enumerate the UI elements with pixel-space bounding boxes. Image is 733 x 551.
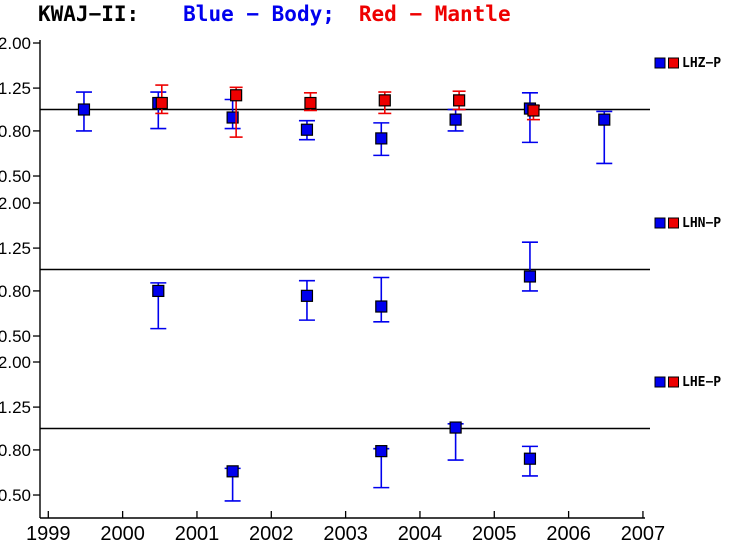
x-tick-label: 2007 [621,523,666,545]
legend-swatch-body [654,217,666,229]
data-point-body [300,123,314,136]
panel-legend-label: LHN−P [682,216,721,231]
x-tick-label: 2002 [249,523,294,545]
data-point-body [77,103,91,116]
y-tick-label: 0.80 [0,441,31,460]
y-tick-label: 0.80 [0,122,31,141]
chart-title: KWAJ−II: Blue − Body; Red − Mantle [38,1,511,27]
data-point-mantle [304,96,317,110]
x-tick-label: 2003 [323,523,368,545]
data-point-body [598,113,611,126]
data-point-body [523,452,537,465]
y-tick-label: 1.25 [0,398,31,417]
data-point-body [375,445,388,458]
legend-swatch-mantle [668,57,679,69]
data-point-body [300,289,314,302]
x-tick-label: 1999 [26,523,71,545]
data-point-body [152,284,165,298]
data-point-body [226,465,239,478]
data-point-mantle [527,104,540,117]
title-station: KWAJ−II: [38,2,140,26]
y-tick-label: 1.25 [0,239,31,258]
panel-legend-label: LHZ−P [682,56,721,71]
y-tick-label: 2.00 [0,34,31,53]
data-point-body [449,421,462,434]
legend-swatch-mantle [668,217,679,229]
data-point-mantle [378,94,391,107]
x-tick-label: 2000 [100,523,145,545]
legend-swatch-body [654,376,666,388]
data-point-body [226,111,239,124]
data-point-mantle [453,94,466,107]
y-tick-label: 2.00 [0,194,31,213]
data-point-mantle [155,96,168,110]
panel-legend-label: LHE−P [682,375,721,390]
y-tick-label: 0.80 [0,282,31,301]
x-tick-label: 2001 [175,523,220,545]
x-tick-label: 2006 [546,523,591,545]
data-point-body [523,270,537,283]
title-blue-legend: Blue − Body; [183,2,335,26]
y-tick-label: 2.00 [0,353,31,372]
data-point-body [375,300,388,313]
y-tick-label: 0.50 [0,327,31,346]
data-point-mantle [230,89,243,102]
y-tick-label: 1.25 [0,79,31,98]
legend-swatch-body [654,57,666,69]
x-tick-label: 2004 [398,523,443,545]
title-red-legend: Red − Mantle [358,2,511,26]
y-tick-label: 0.50 [0,486,31,505]
y-tick-label: 0.50 [0,167,31,186]
legend-swatch-mantle [668,376,679,388]
data-point-body [449,113,462,126]
data-point-body [375,132,388,145]
x-tick-label: 2005 [472,523,517,545]
